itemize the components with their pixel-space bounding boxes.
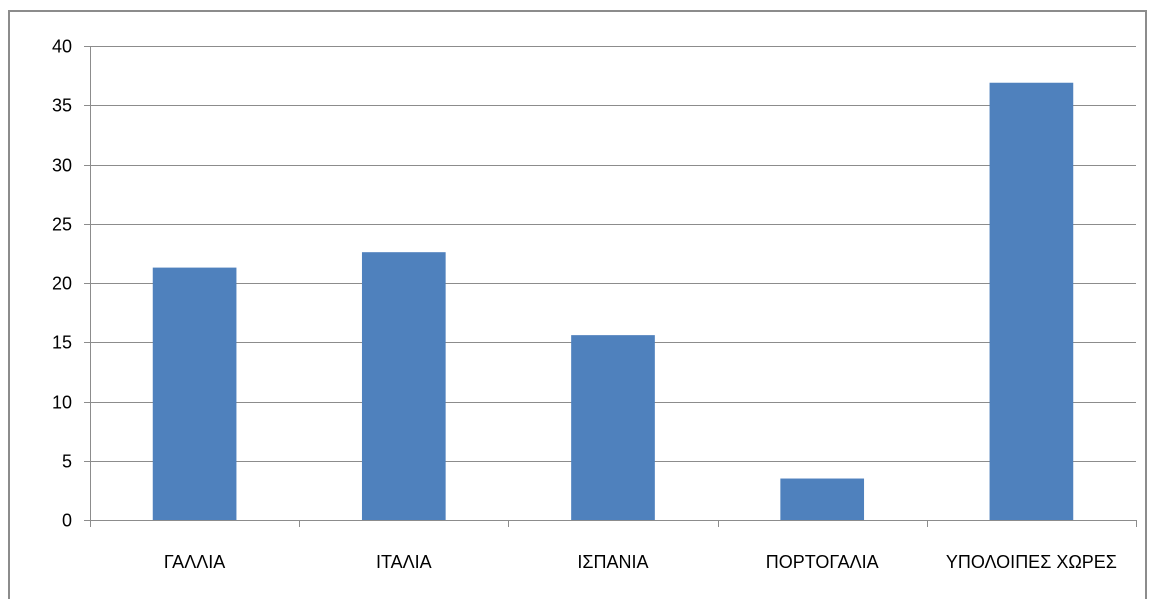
y-tick-label: 30 (52, 156, 72, 176)
bars (152, 82, 1074, 521)
y-tick-label: 5 (62, 452, 72, 472)
y-tick-label: 0 (62, 511, 72, 531)
y-tick-label: 20 (52, 274, 72, 294)
bar-1 (361, 252, 446, 520)
x-tick-label: ΠΟΡΤΟΓΑΛΙΑ (766, 552, 879, 572)
x-tick-label: ΥΠΟΛΟΙΠΕΣ ΧΩΡΕΣ (946, 552, 1117, 572)
axes (84, 46, 1137, 527)
tick-labels: 0 5 10 15 20 25 30 35 40 ΓΑΛΛΙΑ ΙΤΑΛΙΑ ΙΣΠΑΝΙΑ ΠΟΡΤΟ… (52, 37, 1117, 573)
y-tick-label: 10 (52, 393, 72, 413)
bar-2 (571, 335, 655, 520)
x-tick-label: ΙΣΠΑΝΙΑ (577, 552, 648, 572)
x-tick-label: ΓΑΛΛΙΑ (164, 552, 225, 572)
y-tick-label: 15 (52, 333, 72, 353)
bar-4 (989, 82, 1074, 521)
bar-3 (780, 478, 865, 520)
x-tick-label: ΙΤΑΛΙΑ (376, 552, 432, 572)
bar-0 (152, 267, 237, 520)
y-tick-label: 35 (52, 96, 72, 116)
y-tick-label: 40 (52, 37, 72, 57)
y-tick-label: 25 (52, 215, 72, 235)
